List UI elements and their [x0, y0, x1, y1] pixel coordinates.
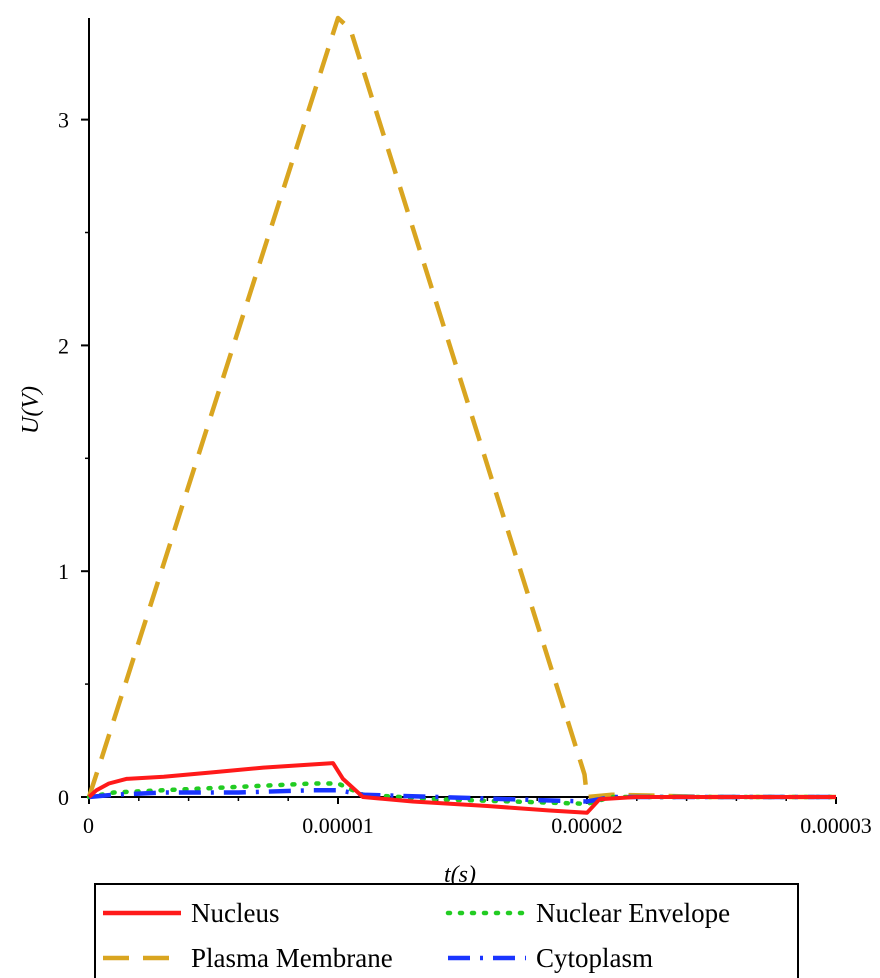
series-plasma-membrane	[86, 15, 836, 800]
legend-label: Cytoplasm	[536, 943, 653, 973]
series-nucleus	[87, 761, 836, 815]
series-nuclear-envelope	[86, 781, 839, 807]
legend-label: Plasma Membrane	[191, 943, 393, 973]
x-tick-label: 0.00001	[302, 813, 374, 838]
legend-label: Nucleus	[191, 898, 279, 928]
legend-box	[94, 883, 799, 978]
ticks: 0 0.00001 0.00002 0.00003 0 1 2 3	[58, 108, 872, 838]
legend-label: Nuclear Envelope	[536, 898, 730, 928]
series-layer	[86, 15, 839, 815]
y-tick-label: 1	[58, 559, 69, 584]
y-tick-label: 0	[58, 785, 69, 810]
y-tick-label: 2	[58, 333, 69, 358]
y-axis-title: U(V)	[18, 386, 44, 434]
x-tick-label: 0.00003	[800, 813, 872, 838]
y-tick-label: 3	[58, 108, 69, 133]
x-tick-label: 0.00002	[551, 813, 623, 838]
x-tick-label: 0	[83, 813, 94, 838]
legend: Nucleus Nuclear Envelope Plasma Membrane Cy…	[94, 883, 799, 978]
axes	[88, 18, 836, 798]
